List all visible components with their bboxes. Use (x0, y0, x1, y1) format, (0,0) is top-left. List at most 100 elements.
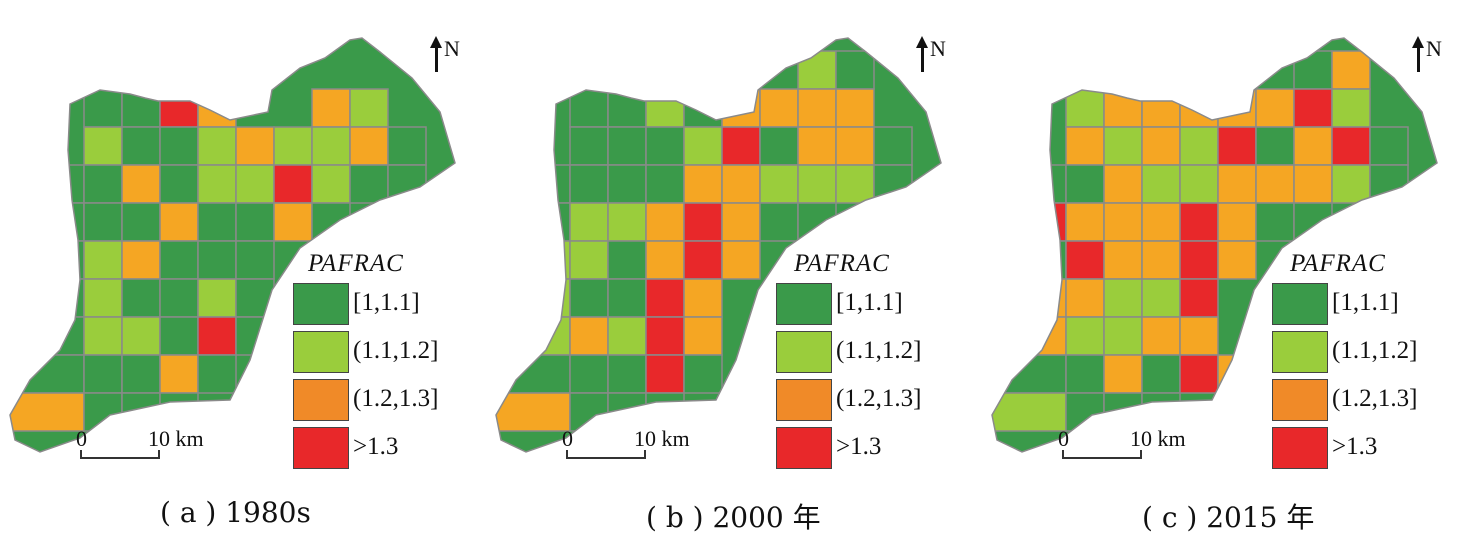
grid-cell (759, 126, 799, 166)
grid-cell (1331, 50, 1371, 90)
grid-cell (1141, 316, 1181, 356)
grid-cell (569, 240, 609, 280)
scale-line (1062, 457, 1142, 459)
grid-cell (992, 354, 1067, 394)
grid-map-c (991, 37, 1438, 453)
legend-swatch (776, 283, 832, 325)
grid-cell (311, 126, 351, 166)
grid-cell (1065, 126, 1105, 166)
grid-cell (1331, 126, 1371, 166)
grid-cell (235, 316, 275, 356)
grid-cell (83, 392, 123, 432)
grid-cell (273, 164, 313, 204)
scale-start-label: 0 (76, 426, 87, 451)
grid-cell (1179, 88, 1219, 128)
grid-cell (235, 126, 275, 166)
grid-cell (607, 202, 647, 242)
grid-cell (1065, 240, 1105, 280)
north-arrow-icon (430, 36, 442, 72)
grid-cell (83, 202, 123, 242)
grid-cell (1103, 88, 1143, 128)
grid-cell (121, 240, 161, 280)
grid-cell (1179, 164, 1219, 204)
grid-cell (683, 202, 723, 242)
grid-cell (1255, 88, 1295, 128)
grid-cell (1103, 126, 1143, 166)
grid-cell (121, 316, 161, 356)
panel-caption: ( a ) 1980s (160, 496, 311, 529)
grid-cell (1369, 126, 1409, 166)
grid-cell (683, 126, 723, 166)
scale-end-label: 10 km (148, 426, 204, 451)
grid-cell (1103, 202, 1143, 242)
grid-cell (607, 88, 647, 128)
grid-cell (10, 354, 85, 394)
grid-cell (759, 202, 799, 242)
legend-swatch (293, 331, 349, 373)
grid-cell (273, 202, 313, 242)
scale-end-label: 10 km (634, 426, 690, 451)
legend-swatch (293, 283, 349, 325)
grid-cell (83, 240, 123, 280)
grid-cell (1255, 202, 1295, 242)
grid-cell (992, 316, 1067, 356)
grid-cell (645, 278, 685, 318)
grid-cell (10, 316, 85, 356)
study-area-outline (495, 37, 942, 453)
grid-cell (83, 354, 123, 394)
study-area-outline (991, 37, 1438, 453)
panel-caption: ( c ) 2015 年 (1142, 501, 1315, 534)
grid-cell (1103, 316, 1143, 356)
legend-label: (1.2,1.3] (836, 385, 922, 412)
grid-cell (1293, 88, 1333, 128)
grid-cell (1141, 88, 1181, 128)
grid-cell (159, 278, 199, 318)
grid-cell (759, 88, 799, 128)
legend-label: >1.3 (1332, 433, 1378, 460)
grid-cell (1141, 278, 1181, 318)
legend-label: [1,1.1] (1332, 289, 1399, 316)
grid-cell (1065, 316, 1105, 356)
grid-cell (835, 88, 875, 128)
grid-cell (797, 126, 837, 166)
legend-swatch (1272, 379, 1328, 421)
grid-cell (1331, 164, 1371, 204)
scale-line (566, 457, 646, 459)
grid-cell (1141, 164, 1181, 204)
scale-start-label: 0 (1058, 426, 1069, 451)
grid-cell (197, 164, 237, 204)
grid-cell (159, 354, 199, 394)
grid-cell (1179, 316, 1219, 356)
grid-cell (683, 88, 723, 128)
grid-cell (121, 354, 161, 394)
grid-cell (569, 164, 609, 204)
grid-cell (683, 354, 723, 394)
grid-cell (159, 88, 199, 128)
grid-cell (197, 278, 237, 318)
grid-cell (496, 392, 571, 432)
grid-cell (1179, 240, 1219, 280)
legend-swatch (1272, 331, 1328, 373)
grid-cell (1179, 278, 1219, 318)
legend-swatch (293, 379, 349, 421)
grid-cell (10, 392, 85, 432)
grid-cell (311, 88, 351, 128)
grid-cell (159, 240, 199, 280)
legend-title: PAFRAC (794, 250, 890, 277)
grid-cell (349, 164, 389, 204)
grid-cell (159, 202, 199, 242)
grid-cell (645, 202, 685, 242)
grid-cell (569, 392, 609, 432)
grid-cell (83, 164, 123, 204)
scale-line (80, 457, 160, 459)
grid-cell (797, 50, 837, 90)
grid-cell (1179, 202, 1219, 242)
grid-cell (1065, 354, 1105, 394)
grid-cell (992, 240, 1067, 280)
grid-cell (197, 202, 237, 242)
scale-start-label: 0 (562, 426, 573, 451)
legend-label: (1.2,1.3] (1332, 385, 1418, 412)
grid-cell (159, 164, 199, 204)
grid-cell (721, 126, 761, 166)
grid-cell (607, 240, 647, 280)
